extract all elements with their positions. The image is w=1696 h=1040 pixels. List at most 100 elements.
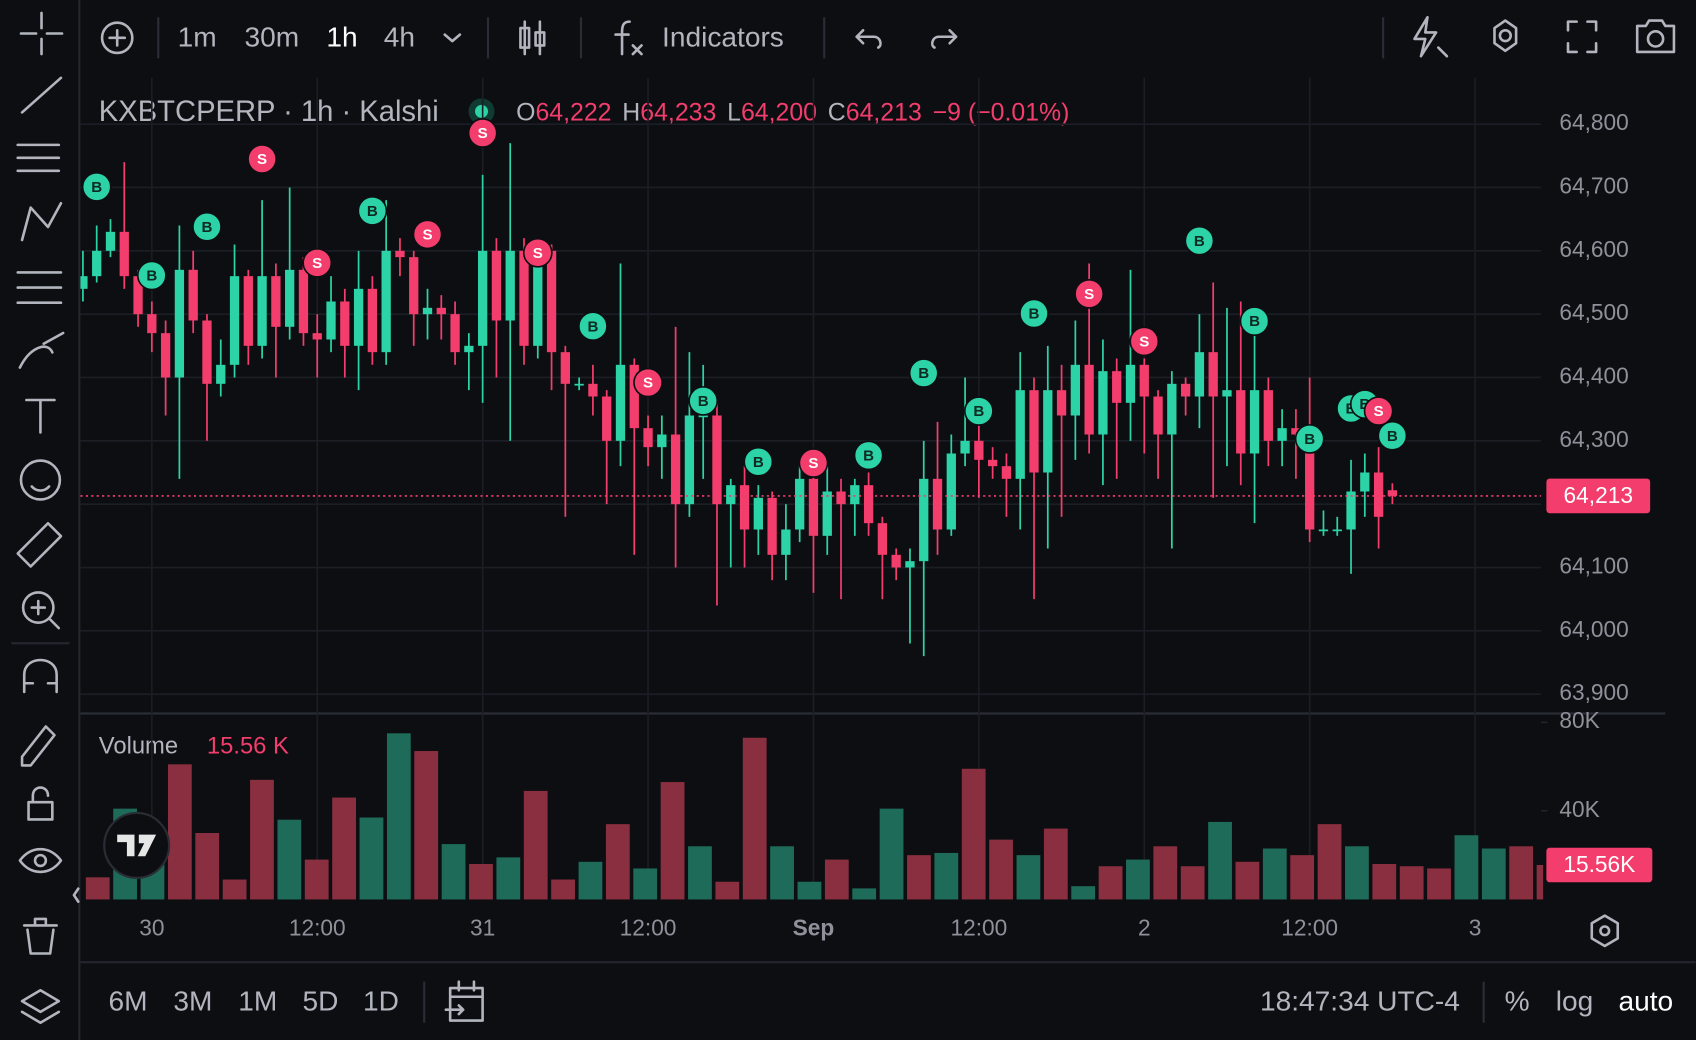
crosshair-icon[interactable] [19, 11, 64, 56]
interval[interactable]: 1m [178, 21, 217, 52]
interval[interactable]: 30m [244, 21, 299, 52]
trade-marker-label: B [146, 268, 157, 285]
volume-bar [332, 797, 356, 900]
volume-bar [742, 737, 767, 900]
range-button[interactable]: 3M [173, 986, 212, 1017]
zoom-tool[interactable] [21, 591, 55, 624]
volume-bar [1454, 835, 1479, 900]
text-tool[interactable] [25, 398, 56, 434]
axis-settings-dot [1599, 925, 1611, 937]
volume-bar [414, 751, 439, 900]
object-tree[interactable] [20, 988, 61, 1024]
interval-active[interactable]: 1h [326, 21, 357, 52]
candle-body [1056, 390, 1067, 416]
candle-body [1305, 434, 1315, 530]
trade-marker [467, 118, 498, 148]
candle-body [271, 276, 281, 327]
volume-bar [578, 861, 603, 900]
candle-body [105, 231, 116, 251]
trade-marker-label: B [918, 365, 929, 382]
candle-body [133, 276, 143, 315]
fullscreen-icon[interactable] [1566, 20, 1598, 54]
goto-date-icon[interactable] [444, 980, 484, 1022]
volume-bar [304, 859, 329, 900]
collapse-arrow[interactable] [72, 887, 80, 903]
trade-marker [688, 386, 719, 416]
chart-type-icon[interactable] [519, 20, 546, 56]
symbol-title: KXBTCPERP · 1h · Kalshi [99, 96, 439, 128]
candle-body [698, 415, 708, 418]
visibility-tool[interactable] [18, 847, 63, 874]
range-button[interactable]: 1M [238, 986, 277, 1017]
log-toggle[interactable]: log [1556, 986, 1594, 1017]
undo-icon[interactable] [855, 28, 882, 49]
delete-tool[interactable] [22, 917, 58, 955]
volume-bar [551, 879, 575, 900]
trade-marker [908, 358, 939, 388]
smile [30, 485, 51, 492]
trade-marker-label: S [643, 375, 653, 392]
top-toolbar: 1m 30m 1h 4h Indicators [19, 11, 1676, 59]
volume-bar [1427, 868, 1451, 900]
volume-bar [879, 808, 904, 900]
logo-circle[interactable] [103, 811, 171, 879]
candle-body [1387, 490, 1398, 496]
add-symbol-icon[interactable] [100, 21, 134, 55]
ruler-tool[interactable] [16, 521, 63, 568]
fib-tool[interactable] [16, 143, 61, 173]
redo-icon[interactable] [930, 28, 958, 49]
volume-bar [1290, 855, 1315, 900]
volume-bar [523, 790, 548, 900]
range-button[interactable]: 5D [302, 986, 338, 1017]
alert-icon[interactable] [1413, 16, 1449, 58]
trade-marker-label: S [1139, 333, 1149, 350]
left-toolbar [11, 76, 80, 1024]
trade-marker [743, 446, 774, 477]
camera-icon[interactable] [1635, 19, 1676, 54]
interval-dropdown[interactable] [443, 33, 462, 43]
x-tick-label: Sep [793, 915, 835, 941]
candle-body [588, 383, 598, 397]
volume-current: 15.56 K [207, 732, 289, 759]
volume-bar [1235, 861, 1260, 900]
brush-tool[interactable] [18, 331, 65, 369]
lock-tool[interactable] [27, 786, 54, 821]
eye [33, 853, 48, 868]
trade-marker [1074, 279, 1105, 309]
candle-body [340, 301, 350, 346]
auto-toggle[interactable]: auto [1618, 986, 1673, 1017]
x-tick-label: 2 [1138, 915, 1151, 941]
settings-icon[interactable] [1493, 19, 1518, 53]
candle-body [229, 276, 240, 365]
magnet-tool[interactable] [22, 658, 58, 694]
interval[interactable]: 4h [384, 21, 415, 52]
trendline-tool[interactable] [20, 76, 63, 114]
indicators-button[interactable]: Indicators [662, 21, 784, 52]
candle-body [312, 333, 322, 340]
candle-body [216, 364, 226, 384]
y-tick-label: 63,900 [1559, 679, 1628, 705]
candle-body [602, 396, 612, 441]
volume-bar [1208, 821, 1232, 900]
volume-bar [1481, 848, 1506, 900]
candle-body [1346, 491, 1356, 530]
volume-bar [688, 846, 712, 900]
y-tick-label: 64,700 [1559, 172, 1628, 198]
range-button[interactable]: 6M [108, 986, 147, 1017]
axis-settings-icon[interactable] [1590, 914, 1620, 948]
range-button[interactable]: 1D [363, 986, 399, 1017]
volume-bar [222, 879, 247, 900]
last-volume-box [1546, 847, 1653, 883]
trade-marker [247, 144, 277, 174]
emoji-tool[interactable] [19, 459, 62, 501]
volume-bar [715, 881, 740, 900]
fx-icon[interactable] [614, 20, 643, 56]
candle-body [257, 276, 267, 346]
stay-drawing-tool[interactable] [20, 725, 56, 767]
pattern-tool[interactable] [20, 201, 63, 242]
x-tick-label: 30 [139, 915, 164, 941]
projection-tool[interactable] [16, 271, 63, 304]
trade-marker-label: S [1374, 403, 1384, 420]
percent-toggle[interactable]: % [1505, 986, 1530, 1017]
